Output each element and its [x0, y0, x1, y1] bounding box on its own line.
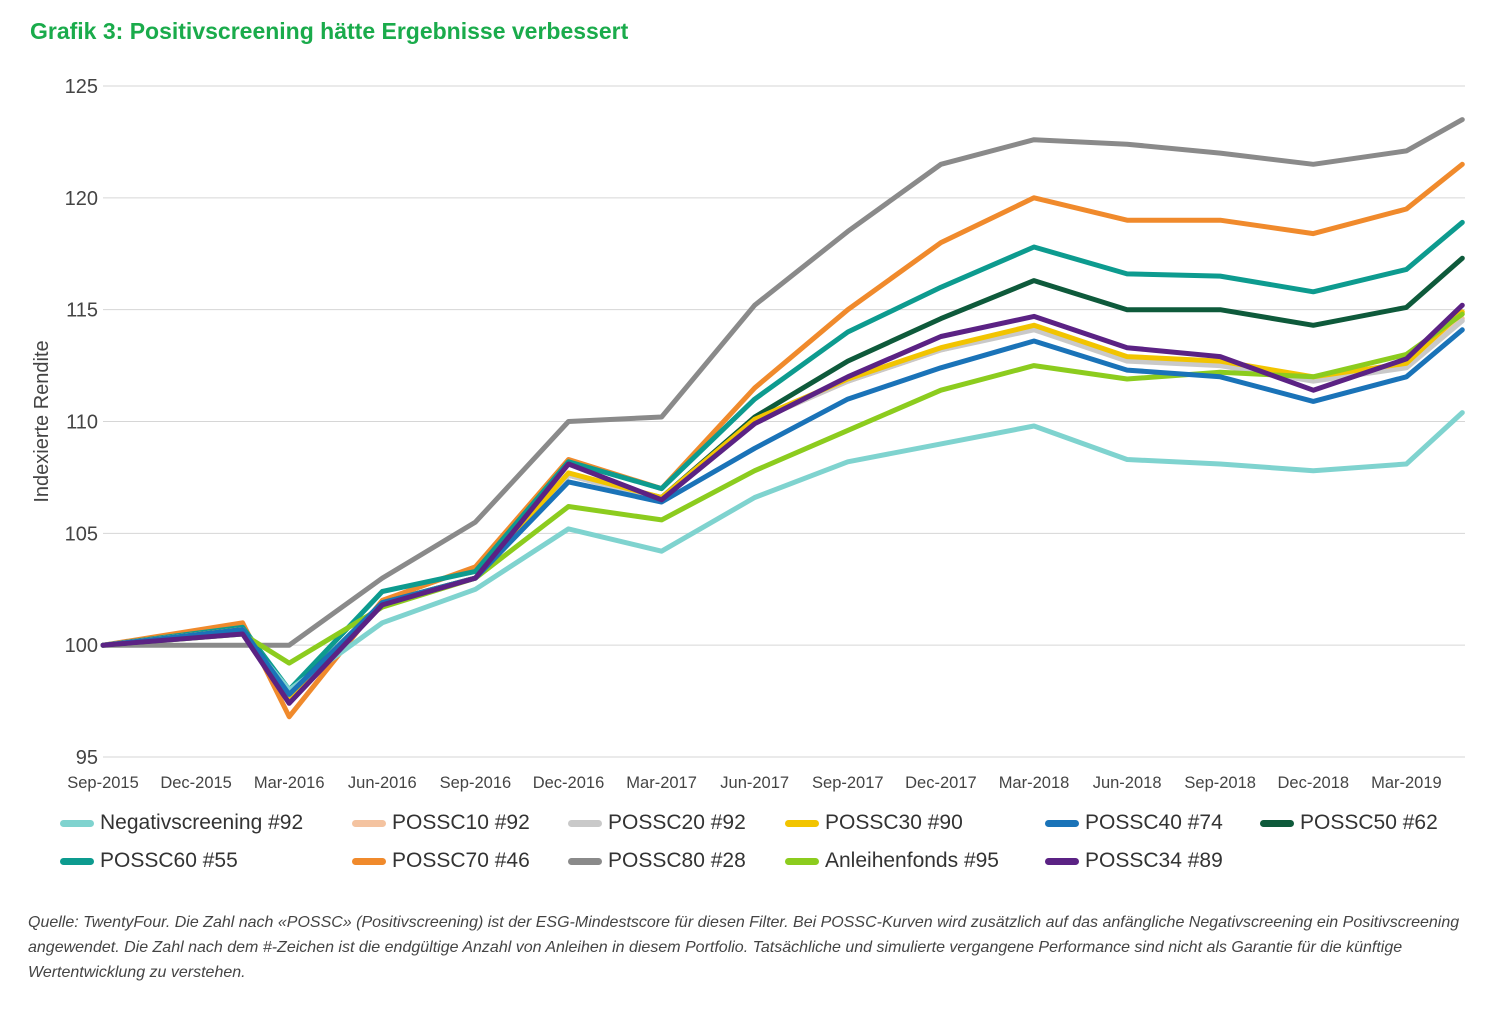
legend-swatch: [60, 819, 94, 827]
series-line-possc34-89: [100, 302, 1465, 706]
y-tick-label: 95: [76, 747, 98, 769]
line-chart: 95 100 105 110 115 120 125 Indexierte Rendite Se…: [31, 76, 1465, 792]
legend-item: POSSC30 #90: [785, 805, 963, 841]
series-line-possc50-62: [100, 255, 1465, 697]
x-tick-label: Dec-2015: [160, 774, 232, 792]
legend-swatch: [1045, 819, 1079, 827]
x-tick-label: Dec-2018: [1278, 774, 1350, 792]
source-note: Quelle: TwentyFour. Die Zahl nach «POSSC…: [28, 914, 1460, 981]
legend-label: POSSC70 #46: [392, 849, 530, 872]
y-tick-label: 115: [66, 300, 98, 322]
x-tick-label: Jun-2018: [1093, 774, 1162, 792]
legend-item: POSSC34 #89: [1045, 843, 1223, 879]
legend-label: POSSC40 #74: [1085, 811, 1223, 834]
legend-swatch: [785, 857, 819, 865]
legend-swatch: [1260, 819, 1294, 827]
y-tick-label: 110: [66, 412, 98, 434]
legend-item: POSSC60 #55: [60, 843, 238, 879]
legend-swatch: [352, 819, 386, 827]
legend-label: POSSC10 #92: [392, 811, 530, 834]
x-tick-label: Mar-2016: [254, 774, 325, 792]
x-tick-label: Sep-2018: [1184, 774, 1256, 792]
series-layer: [100, 117, 1465, 720]
legend-item: POSSC70 #46: [352, 843, 530, 879]
x-tick-label: Mar-2019: [1371, 774, 1442, 792]
x-tick-label: Sep-2016: [440, 774, 512, 792]
y-tick-label: 125: [65, 76, 98, 98]
legend-label: POSSC20 #92: [608, 811, 746, 834]
legend-swatch: [785, 819, 819, 827]
x-tick-label: Mar-2018: [999, 774, 1070, 792]
series-line-possc80-28: [100, 117, 1465, 648]
y-tick-label: 105: [65, 523, 98, 545]
legend-swatch: [352, 857, 386, 865]
x-tick-label: Jun-2017: [720, 774, 789, 792]
series-line-possc40-74: [100, 327, 1465, 697]
legend-label: POSSC34 #89: [1085, 849, 1223, 872]
legend-label: Negativscreening #92: [100, 811, 304, 834]
x-tick-label: Sep-2015: [67, 774, 139, 792]
x-tick-label: Mar-2017: [626, 774, 697, 792]
x-tick-label: Dec-2017: [905, 774, 977, 792]
legend-label: POSSC30 #90: [825, 811, 963, 834]
legend-swatch: [1045, 857, 1079, 865]
x-tick-label: Sep-2017: [812, 774, 884, 792]
x-tick-label: Jun-2016: [348, 774, 417, 792]
legend-item: POSSC40 #74: [1045, 805, 1223, 841]
legend-swatch: [568, 819, 602, 827]
legend-item: Anleihenfonds #95: [785, 843, 999, 879]
series-line-possc60-55: [100, 219, 1465, 693]
axis-layer: 95 100 105 110 115 120 125 Indexierte Rendite Se…: [31, 76, 1442, 792]
y-axis-label: Indexierte Rendite: [31, 340, 53, 502]
grid-layer: [103, 85, 1465, 758]
legend-label: POSSC80 #28: [608, 849, 746, 872]
legend-item: POSSC10 #92: [352, 805, 530, 841]
legend-item: POSSC50 #62: [1260, 805, 1438, 841]
legend-swatch: [568, 857, 602, 865]
legend-label: POSSC50 #62: [1300, 811, 1438, 834]
chart-title: Grafik 3: Positivscreening hätte Ergebni…: [30, 18, 629, 44]
series-line-negativscreening-92: [100, 410, 1465, 693]
legend-item: POSSC80 #28: [568, 843, 746, 879]
legend-item: Negativscreening #92: [60, 805, 303, 841]
legend-label: Anleihenfonds #95: [825, 849, 999, 872]
y-tick-label: 100: [65, 635, 98, 657]
legend-label: POSSC60 #55: [100, 849, 238, 872]
x-tick-label: Dec-2016: [533, 774, 605, 792]
y-tick-label: 120: [65, 188, 98, 210]
legend-item: POSSC20 #92: [568, 805, 746, 841]
legend-swatch: [60, 857, 94, 865]
